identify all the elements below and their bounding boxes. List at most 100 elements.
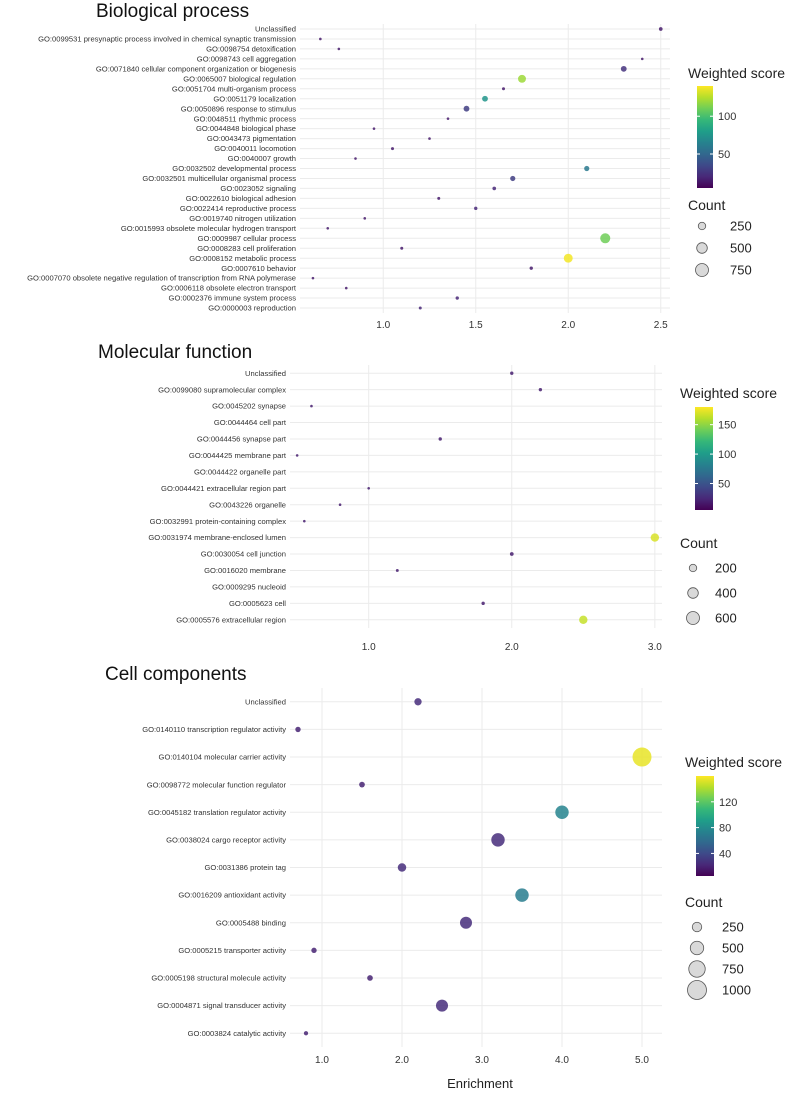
panel-title: Molecular function bbox=[98, 342, 252, 363]
y-category-label: Unclassified bbox=[245, 369, 286, 378]
y-category-label: GO:0022610 biological adhesion bbox=[186, 194, 296, 203]
size-legend-label: 500 bbox=[730, 241, 752, 256]
y-category-label: GO:0098754 detoxification bbox=[206, 45, 296, 54]
data-point bbox=[438, 437, 442, 441]
data-point bbox=[397, 863, 407, 872]
colorbar-tick-label: 40 bbox=[719, 848, 731, 860]
data-point bbox=[515, 888, 529, 902]
data-point bbox=[463, 105, 470, 112]
y-category-label: GO:0006118 obsolete electron transport bbox=[161, 284, 297, 293]
data-point bbox=[435, 999, 449, 1012]
size-legend-title: Count bbox=[685, 894, 722, 910]
data-point bbox=[363, 217, 367, 220]
color-legend-title: Weighted score bbox=[688, 65, 785, 81]
size-legend-circle bbox=[688, 563, 698, 573]
data-point bbox=[359, 781, 365, 788]
data-point bbox=[481, 601, 485, 606]
data-point bbox=[446, 117, 450, 120]
data-point bbox=[538, 387, 543, 392]
y-category-label: GO:0044456 synapse part bbox=[197, 435, 287, 444]
size-legend-label: 1000 bbox=[722, 983, 751, 998]
data-point bbox=[326, 226, 330, 230]
y-category-label: GO:0009295 nucleoid bbox=[212, 583, 286, 592]
data-point bbox=[579, 615, 588, 624]
x-tick-label: 1.0 bbox=[376, 320, 390, 331]
data-point bbox=[437, 196, 441, 200]
data-point bbox=[418, 306, 422, 310]
data-point bbox=[303, 1031, 309, 1036]
y-category-label: GO:0004871 signal transducer activity bbox=[157, 1001, 286, 1010]
data-point bbox=[303, 519, 306, 523]
data-point bbox=[474, 206, 478, 211]
x-tick-label: 1.5 bbox=[469, 320, 483, 331]
x-tick-label: 1.0 bbox=[362, 642, 376, 653]
data-point bbox=[390, 147, 395, 151]
color-legend-title: Weighted score bbox=[680, 385, 777, 401]
x-axis-label: Enrichment bbox=[447, 1076, 513, 1091]
data-point bbox=[295, 726, 301, 733]
data-point bbox=[367, 486, 370, 490]
panel-molecular-function: Molecular function 1.0 2.0 3.0 Unclassified G… bbox=[98, 342, 777, 653]
panel-biological-process: Biological process 1.0 1.5 2.0 2.5 Unclassifi… bbox=[27, 1, 785, 331]
y-category-label: GO:0005198 structural molecule activity bbox=[151, 974, 286, 983]
size-legend-circle bbox=[691, 921, 703, 933]
x-tick-label: 3.0 bbox=[475, 1055, 489, 1066]
data-point bbox=[584, 165, 590, 172]
data-point bbox=[319, 37, 322, 41]
y-category-label: GO:0003824 catalytic activity bbox=[188, 1029, 287, 1038]
y-category-label: Unclassified bbox=[245, 697, 286, 706]
size-legend-label: 250 bbox=[730, 219, 752, 234]
y-category-label: GO:0044425 membrane part bbox=[189, 451, 287, 460]
y-category-label: GO:0031974 membrane-enclosed lumen bbox=[148, 533, 286, 542]
data-point bbox=[459, 916, 473, 929]
data-point bbox=[563, 253, 573, 263]
colorbar-tick-label: 80 bbox=[719, 823, 731, 835]
size-legend-circle bbox=[687, 587, 699, 599]
data-point bbox=[510, 175, 516, 182]
y-category-label: GO:0098772 molecular function regulator bbox=[147, 780, 287, 789]
x-tick-label: 2.0 bbox=[505, 642, 519, 653]
size-legend-circle bbox=[696, 242, 708, 254]
data-point bbox=[311, 276, 315, 280]
size-legend-title: Count bbox=[688, 197, 725, 213]
data-point bbox=[428, 137, 431, 140]
data-point bbox=[372, 127, 376, 130]
y-category-label: GO:0005215 transporter activity bbox=[178, 946, 286, 955]
y-category-label: GO:0098743 cell aggregation bbox=[197, 54, 296, 63]
data-point bbox=[310, 404, 313, 408]
y-category-label: GO:0099531 presynaptic process involved … bbox=[38, 35, 296, 44]
colorbar bbox=[695, 407, 713, 510]
size-legend-label: 750 bbox=[722, 962, 744, 977]
y-category-label: GO:0019740 nitrogen utilization bbox=[189, 214, 296, 223]
y-category-label: GO:0008283 cell proliferation bbox=[197, 244, 296, 253]
x-tick-label: 5.0 bbox=[635, 1055, 649, 1066]
panel-cell-components: Cell components 1.0 2.0 3.0 4.0 5.0 Unclassifi… bbox=[105, 664, 782, 1066]
y-category-label: GO:0032502 developmental process bbox=[172, 164, 296, 173]
y-category-label: GO:0022414 reproductive process bbox=[180, 204, 296, 213]
y-category-label: GO:0005576 extracellular region bbox=[176, 615, 286, 624]
data-point bbox=[510, 371, 514, 375]
y-category-label: GO:0031386 protein tag bbox=[205, 863, 286, 872]
y-category-label: GO:0016209 antioxidant activity bbox=[178, 891, 286, 900]
y-category-label: GO:0040007 growth bbox=[228, 154, 296, 163]
y-category-label: GO:0045202 synapse bbox=[212, 402, 286, 411]
y-category-label: GO:0065007 biological regulation bbox=[183, 74, 296, 83]
data-point bbox=[650, 533, 660, 542]
x-tick-label: 2.0 bbox=[561, 320, 575, 331]
data-point bbox=[295, 454, 299, 457]
size-legend-label: 200 bbox=[715, 561, 737, 576]
x-tick-label: 1.0 bbox=[315, 1055, 329, 1066]
colorbar-tick-label: 150 bbox=[718, 420, 736, 432]
y-category-label: GO:0043473 pigmentation bbox=[207, 134, 296, 143]
x-tick-label: 2.0 bbox=[395, 1055, 409, 1066]
y-category-label: GO:0016020 membrane bbox=[204, 566, 286, 575]
y-category-label: GO:0032501 multicellular organismal proc… bbox=[142, 174, 296, 183]
size-legend-title: Count bbox=[680, 535, 717, 551]
data-point bbox=[491, 833, 505, 847]
x-tick-label: 4.0 bbox=[555, 1055, 569, 1066]
y-category-label: GO:0000003 reproduction bbox=[208, 304, 296, 313]
data-point bbox=[492, 186, 497, 191]
color-legend-title: Weighted score bbox=[685, 754, 782, 770]
size-legend-label: 250 bbox=[722, 920, 744, 935]
